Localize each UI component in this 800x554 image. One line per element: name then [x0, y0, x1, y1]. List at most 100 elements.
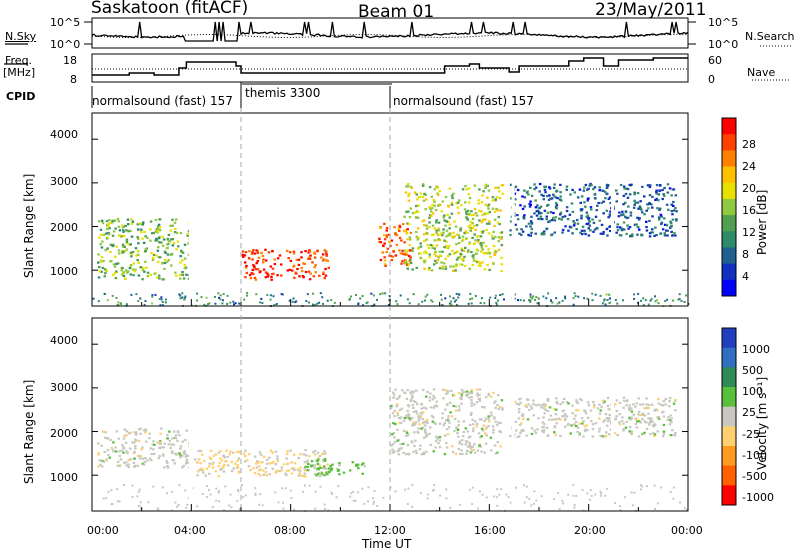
power-cell: [548, 187, 552, 190]
power-cell: [547, 198, 551, 201]
power-cell: [382, 244, 385, 248]
power-cell: [657, 199, 660, 202]
velocity-cell: [472, 448, 476, 451]
power-cell: [442, 231, 445, 234]
power-cell: [276, 274, 279, 277]
power-colorbar-swatch: [722, 231, 736, 248]
power-cell: [490, 234, 494, 237]
power-cell: [631, 233, 634, 236]
power-cell: [246, 294, 248, 297]
velocity-cell: [308, 455, 311, 458]
power-cell: [492, 244, 496, 248]
power-cell: [669, 225, 673, 228]
velocity-cell: [209, 449, 213, 452]
power-cell: [674, 194, 678, 197]
power-cell: [651, 228, 654, 231]
velocity-cell: [125, 430, 129, 433]
velocity-cell: [460, 393, 464, 396]
velocity-cell: [106, 449, 110, 452]
velocity-cell: [391, 448, 394, 451]
velocity-cell: [404, 488, 407, 491]
power-cell: [455, 243, 458, 246]
velocity-cell: [314, 459, 318, 462]
power-cell: [480, 297, 483, 300]
power-cell: [448, 302, 451, 305]
velocity-cell: [527, 398, 530, 401]
power-cell: [322, 302, 324, 305]
power-cell: [438, 238, 442, 242]
velocity-cell: [121, 444, 124, 447]
power-cell: [383, 263, 387, 266]
velocity-cell: [157, 457, 160, 460]
velocity-cell: [446, 417, 450, 421]
velocity-cell: [567, 402, 570, 405]
power-cell: [163, 250, 167, 253]
velocity-cell: [645, 406, 648, 410]
velocity-cell: [625, 404, 628, 407]
power-cell: [219, 294, 222, 297]
power-cell: [424, 295, 427, 298]
power-cell: [510, 197, 513, 200]
power-gap: [611, 114, 615, 305]
velocity-cell: [656, 416, 659, 419]
velocity-cell: [661, 411, 664, 414]
power-cell: [141, 223, 145, 226]
power-cell: [232, 300, 235, 303]
velocity-cell: [426, 497, 429, 500]
velocity-cell: [651, 420, 654, 423]
power-cell: [605, 192, 608, 196]
velocity-cell: [496, 404, 499, 407]
velocity-cell: [598, 403, 601, 406]
velocity-cell: [299, 453, 302, 456]
power-cell: [251, 258, 254, 261]
velocity-cell: [409, 392, 412, 395]
power-cell: [452, 265, 455, 268]
velocity-cell: [480, 418, 483, 421]
velocity-cell: [131, 496, 134, 498]
velocity-cell: [407, 404, 410, 407]
velocity-cell: [541, 429, 544, 433]
power-cell: [394, 254, 398, 257]
velocity-cell: [322, 466, 325, 469]
power-cell: [454, 265, 458, 268]
velocity-cell: [445, 497, 448, 500]
velocity-cell: [622, 422, 625, 425]
power-cell: [433, 239, 437, 242]
velocity-cell: [150, 453, 153, 456]
power-cell: [127, 223, 130, 226]
velocity-cell: [521, 414, 524, 417]
power-cell: [479, 242, 483, 245]
power-cell: [137, 274, 141, 277]
power-cell: [122, 274, 126, 277]
power-cell: [150, 252, 153, 255]
power-cell: [622, 299, 624, 302]
power-cell: [575, 218, 579, 222]
power-cell: [640, 234, 643, 237]
power-cell: [458, 199, 461, 202]
velocity-cell: [144, 429, 148, 432]
power-cell: [660, 221, 664, 224]
velocity-cell: [497, 421, 500, 424]
power-cell: [572, 224, 576, 227]
power-cell: [556, 197, 559, 200]
power-cell: [166, 243, 169, 246]
power-cell: [445, 246, 449, 249]
power-cell: [435, 231, 438, 234]
velocity-cell: [230, 469, 234, 472]
velocity-cell: [435, 400, 439, 403]
velocity-cell: [532, 399, 535, 402]
power-cell: [288, 268, 291, 271]
velocity-cell: [254, 494, 257, 497]
velocity-cell: [628, 426, 632, 429]
power-cell: [464, 246, 467, 249]
velocity-cell: [551, 418, 554, 421]
power-cell: [324, 250, 328, 253]
velocity-cell: [411, 404, 415, 407]
velocity-cell: [446, 403, 449, 406]
power-cell: [476, 261, 479, 264]
power-cell: [485, 222, 489, 225]
velocity-cell: [674, 409, 677, 412]
power-cell: [533, 183, 536, 186]
power-cell: [151, 232, 154, 235]
velocity-cell: [229, 450, 232, 453]
